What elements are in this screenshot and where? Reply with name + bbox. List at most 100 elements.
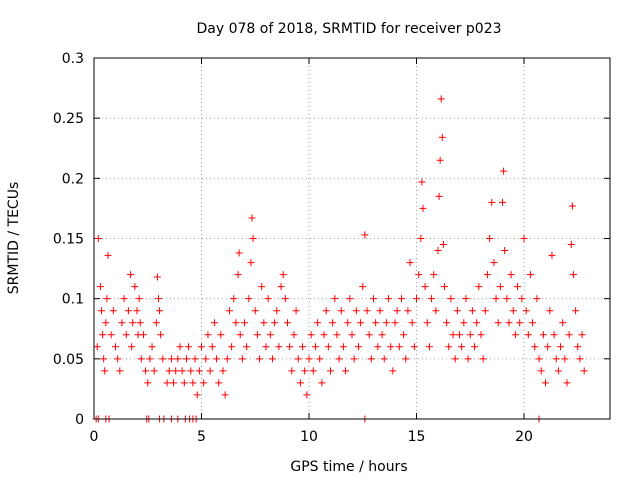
data-point [208, 343, 216, 351]
data-point [568, 202, 576, 210]
data-point [245, 295, 253, 303]
data-point [217, 331, 225, 339]
data-point [284, 319, 291, 327]
data-point [479, 355, 487, 363]
data-point [378, 331, 386, 339]
y-tick-label: 0.15 [53, 232, 84, 248]
x-axis-label: GPS time / hours [290, 459, 407, 475]
data-point [447, 295, 455, 303]
data-point [395, 343, 403, 351]
data-point [335, 355, 343, 363]
data-point [337, 307, 345, 315]
data-point [131, 283, 139, 291]
data-point [185, 343, 193, 351]
data-point [133, 307, 141, 315]
data-point [494, 319, 502, 327]
data-point [458, 343, 466, 351]
data-point [546, 307, 554, 315]
data-point [114, 355, 122, 363]
data-point [507, 271, 515, 279]
data-point [122, 331, 130, 339]
data-point [559, 319, 567, 327]
data-point [268, 355, 276, 363]
data-point [552, 355, 560, 363]
data-point [453, 307, 461, 315]
data-point [296, 379, 304, 387]
data-point [249, 235, 257, 242]
data-point [195, 367, 203, 375]
y-tick-label: 0.3 [62, 51, 84, 67]
y-axis-label: SRMTID / TECUs [6, 182, 22, 295]
x-tick-label: 15 [408, 429, 426, 445]
data-point [435, 192, 443, 200]
data-point [294, 355, 302, 363]
data-point [98, 307, 106, 315]
data-point [318, 379, 326, 387]
data-point [290, 331, 298, 339]
data-point [99, 331, 107, 339]
data-point [129, 319, 137, 327]
data-point [137, 355, 145, 363]
data-point [397, 295, 405, 303]
data-point [483, 271, 491, 279]
data-point [486, 235, 494, 242]
data-point [286, 343, 294, 351]
data-point [93, 343, 101, 351]
data-point [320, 331, 328, 339]
data-point [316, 355, 324, 363]
data-point [352, 307, 360, 315]
data-point [262, 343, 270, 351]
data-point [574, 343, 582, 351]
data-point [393, 307, 401, 315]
data-point [232, 319, 240, 327]
y-tick-label: 0.1 [62, 292, 84, 308]
data-point [303, 391, 311, 399]
data-point [344, 319, 352, 327]
data-point [148, 343, 156, 351]
data-point [271, 319, 279, 327]
chart-title: Day 078 of 2018, SRMTID for receiver p02… [196, 21, 501, 37]
data-point [437, 95, 445, 103]
data-point [473, 319, 481, 327]
data-point [279, 271, 287, 279]
data-point [464, 355, 472, 363]
data-point [544, 343, 552, 351]
data-point [466, 331, 474, 339]
data-point [153, 273, 161, 281]
data-point [228, 343, 236, 351]
data-point [354, 343, 362, 351]
data-point [382, 319, 390, 327]
data-point [348, 331, 356, 339]
data-point [548, 251, 556, 259]
data-point [333, 331, 341, 339]
y-tick-label: 0.25 [53, 111, 84, 127]
data-point [471, 343, 479, 351]
x-tick-label: 20 [515, 429, 533, 445]
grid-lines [94, 58, 610, 419]
data-point [576, 355, 584, 363]
data-point [100, 355, 108, 363]
data-point [518, 295, 526, 303]
data-point [204, 331, 212, 339]
data-point [490, 259, 498, 267]
data-point [221, 391, 229, 399]
data-point [520, 235, 528, 242]
data-point [112, 343, 119, 351]
x-tick-label: 10 [300, 429, 318, 445]
data-point [139, 331, 147, 339]
data-point [400, 331, 408, 339]
data-point [163, 379, 171, 387]
data-point [128, 343, 136, 351]
data-point [299, 343, 307, 351]
data-point [266, 331, 274, 339]
data-point [103, 295, 111, 303]
data-point [475, 283, 483, 291]
data-point [322, 307, 330, 315]
data-point [193, 391, 201, 399]
data-point [339, 343, 347, 351]
data-point [357, 319, 365, 327]
data-point [511, 331, 519, 339]
data-point [174, 355, 182, 363]
y-tick-label: 0.2 [62, 171, 84, 187]
data-point [342, 367, 350, 375]
